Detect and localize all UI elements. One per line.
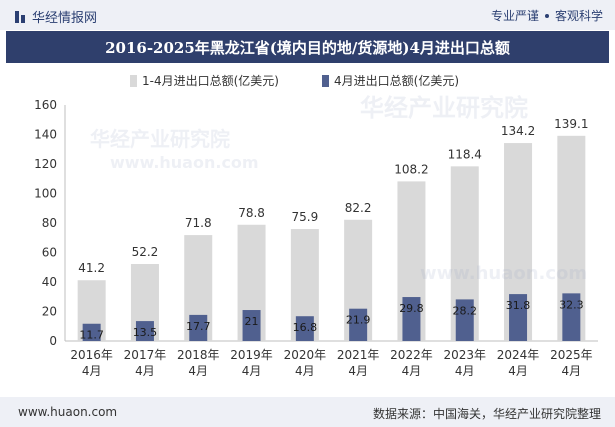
data-label-total: 75.9 xyxy=(291,210,318,224)
data-label-april: 32.3 xyxy=(559,298,584,311)
bar-april xyxy=(295,316,314,341)
data-label-april: 11.7 xyxy=(79,329,104,342)
data-label-total: 52.2 xyxy=(132,245,159,259)
y-tick-label: 0 xyxy=(49,334,57,348)
footer-website[interactable]: www.huaon.com xyxy=(18,405,118,419)
x-tick-label-month: 4月 xyxy=(135,364,155,378)
data-label-total: 41.2 xyxy=(78,261,105,275)
bar-april xyxy=(402,297,421,341)
x-tick-label-year: 2018年 xyxy=(177,348,220,362)
data-label-april: 16.8 xyxy=(293,321,318,334)
dot-icon xyxy=(544,13,549,18)
data-label-april: 29.8 xyxy=(399,302,424,315)
y-tick-label: 60 xyxy=(42,246,57,260)
data-label-april: 21.9 xyxy=(346,314,371,327)
y-tick-label: 20 xyxy=(42,305,57,319)
y-tick-label: 140 xyxy=(34,128,57,142)
x-tick-label-month: 4月 xyxy=(188,364,208,378)
x-tick-label-month: 4月 xyxy=(402,364,422,378)
x-tick-label-year: 2020年 xyxy=(284,348,327,362)
bar-april xyxy=(455,299,474,341)
data-label-april: 28.2 xyxy=(453,304,478,317)
x-tick-label-year: 2017年 xyxy=(124,348,167,362)
x-tick-label-month: 4月 xyxy=(562,364,582,378)
bar-april xyxy=(135,321,154,341)
x-tick-label-month: 4月 xyxy=(82,364,102,378)
y-tick-label: 120 xyxy=(34,157,57,171)
x-tick-label-year: 2025年 xyxy=(550,348,593,362)
x-tick-label-year: 2019年 xyxy=(230,348,273,362)
bar-chart: 0 20 40 60 80 100 120 140 160 1-4月进出口总额(亿美元) 4月进出口… xyxy=(34,73,598,378)
x-tick-label-year: 2022年 xyxy=(390,348,433,362)
data-label-april: 21 xyxy=(245,315,259,328)
brand-name: 华经情报网 xyxy=(32,11,98,26)
footer: www.huaon.com 数据来源：中国海关，华经产业研究院整理 xyxy=(0,397,615,427)
x-tick-label-month: 4月 xyxy=(242,364,262,378)
data-label-total: 71.8 xyxy=(185,216,212,230)
data-label-total: 118.4 xyxy=(448,147,482,161)
x-tick-label-month: 4月 xyxy=(455,364,475,378)
legend-swatch xyxy=(130,75,137,87)
bar-april xyxy=(562,293,581,341)
y-tick-label: 80 xyxy=(42,216,57,230)
data-label-total: 82.2 xyxy=(345,201,372,215)
brand: 华经情报网 xyxy=(14,7,97,26)
x-tick-label-month: 4月 xyxy=(348,364,368,378)
data-label-total: 108.2 xyxy=(394,162,428,176)
chart-area: 华经产业研究院 华经产业研究院 www.huaon.com www.huaon.… xyxy=(0,63,615,393)
bar-april xyxy=(349,308,368,341)
x-tick-label-year: 2021年 xyxy=(337,348,380,362)
slogan: 专业严谨 客观科学 xyxy=(491,7,603,24)
x-tick-label-month: 4月 xyxy=(508,364,528,378)
chart-title: 2016-2025年黑龙江省(境内目的地/货源地)4月进出口总额 xyxy=(105,38,510,57)
bar-april xyxy=(242,310,261,341)
x-tick-label-year: 2024年 xyxy=(497,348,540,362)
bar-april xyxy=(189,314,208,341)
slogan-right: 客观科学 xyxy=(554,9,603,23)
y-tick-label: 40 xyxy=(42,275,57,289)
legend-label: 4月进出口总额(亿美元) xyxy=(334,73,459,88)
x-tick-label-year: 2023年 xyxy=(443,348,486,362)
data-label-total: 78.8 xyxy=(238,206,265,220)
data-label-april: 17.7 xyxy=(186,320,211,333)
top-bar: 华经情报网 专业严谨 客观科学 xyxy=(0,0,615,30)
data-label-total: 139.1 xyxy=(554,117,588,131)
legend-swatch xyxy=(322,75,329,87)
slogan-left: 专业严谨 xyxy=(490,9,539,23)
footer-source: 数据来源：中国海关，华经产业研究院整理 xyxy=(372,407,601,421)
x-tick-label-year: 2016年 xyxy=(70,348,113,362)
y-tick-label: 100 xyxy=(34,187,57,201)
x-tick-label-month: 4月 xyxy=(295,364,315,378)
data-label-april: 31.8 xyxy=(506,299,531,312)
brand-logo-icon xyxy=(14,10,26,23)
chart-title-bar: 2016-2025年黑龙江省(境内目的地/货源地)4月进出口总额 xyxy=(6,31,609,63)
data-label-total: 134.2 xyxy=(501,124,535,138)
bar-april xyxy=(82,323,101,341)
y-tick-label: 160 xyxy=(34,98,57,112)
bar-april xyxy=(509,294,528,341)
legend-label: 1-4月进出口总额(亿美元) xyxy=(142,73,279,88)
data-label-april: 13.5 xyxy=(133,326,158,339)
